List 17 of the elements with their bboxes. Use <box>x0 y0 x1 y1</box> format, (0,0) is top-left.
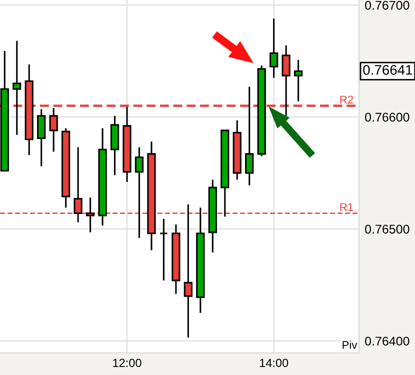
candlestick <box>294 59 303 102</box>
annotation: Piv <box>342 340 358 349</box>
y-tick-label: 0.76700 <box>365 0 410 10</box>
candlestick <box>159 218 168 282</box>
candlestick <box>270 18 278 79</box>
ref-line-label: R1 <box>340 203 354 211</box>
ref-line-label: R2 <box>340 96 354 104</box>
text: 0.76641 <box>363 64 412 75</box>
y-tick-label: 0.76500 <box>365 224 410 234</box>
y-tick-label: 0.76600 <box>365 112 410 122</box>
candlestick <box>12 40 22 136</box>
candlestick <box>37 108 46 168</box>
y-tick-label: 0.76400 <box>365 336 410 346</box>
candlestick <box>134 146 144 239</box>
x-tick-label: 14:00 <box>260 358 288 368</box>
x-tick-label: 12:00 <box>113 358 142 368</box>
candlestick <box>245 86 254 186</box>
